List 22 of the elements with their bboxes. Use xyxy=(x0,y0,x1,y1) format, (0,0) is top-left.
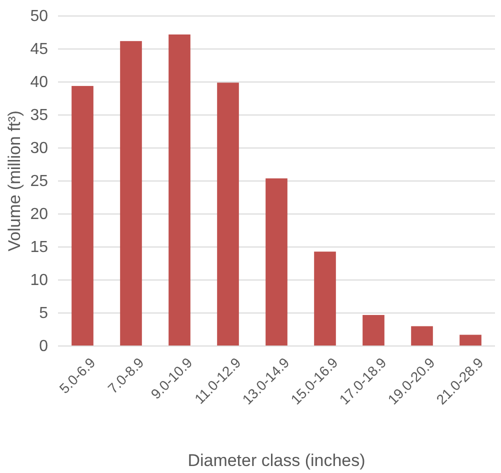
bar xyxy=(362,314,384,346)
y-tick-label: 50 xyxy=(30,8,48,26)
y-tick-label: 0 xyxy=(39,338,48,356)
y-tick-label: 10 xyxy=(30,272,48,290)
y-tick-label: 15 xyxy=(30,239,48,256)
bar xyxy=(217,82,239,346)
y-tick-label: 45 xyxy=(30,41,48,58)
x-axis-title: Diameter class (inches) xyxy=(188,451,366,470)
bar xyxy=(460,334,482,346)
bar xyxy=(120,41,142,346)
y-axis-title: Volume (million ft³) xyxy=(5,110,24,252)
bar xyxy=(411,326,433,346)
y-tick-label: 40 xyxy=(30,74,48,92)
bar xyxy=(314,252,336,346)
y-tick-label: 35 xyxy=(30,107,48,124)
y-tick-label: 5 xyxy=(39,305,48,322)
y-tick-label: 30 xyxy=(30,140,48,158)
bar xyxy=(72,86,94,346)
bar xyxy=(266,178,288,346)
bar xyxy=(168,34,190,346)
y-tick-label: 25 xyxy=(30,173,48,190)
y-tick-label: 20 xyxy=(30,206,48,224)
